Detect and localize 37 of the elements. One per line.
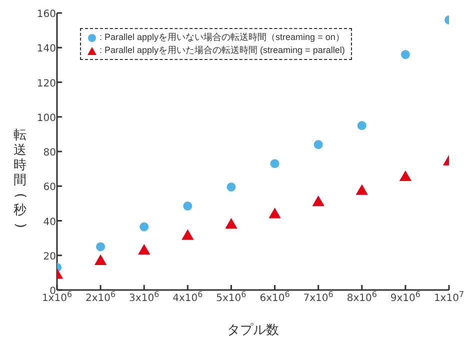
point xyxy=(94,254,107,265)
x-tick-label: 9x10$^{6}$ xyxy=(390,290,420,304)
x-tick-label: 6x10$^{6}$ xyxy=(260,290,290,304)
y-tick-label: 40 xyxy=(43,216,56,228)
x-tick-label: 7x10$^{6}$ xyxy=(303,290,334,304)
point xyxy=(225,218,238,229)
point xyxy=(399,170,412,181)
x-tick-label: 2x10$^{6}$ xyxy=(86,290,116,304)
point xyxy=(312,196,324,206)
y-tick-label: 160 xyxy=(36,9,56,20)
y-tick-label: 100 xyxy=(36,112,56,124)
point xyxy=(270,159,280,168)
y-axis-title: 転送時間(秒) xyxy=(12,128,28,230)
x-tick-label: 8x10$^{6}$ xyxy=(346,290,377,304)
y-tick-label: 120 xyxy=(36,78,56,90)
point xyxy=(268,208,281,218)
x-axis-title: タプル数 xyxy=(227,323,279,338)
point xyxy=(96,242,106,252)
point xyxy=(357,121,366,130)
point xyxy=(183,202,192,211)
point xyxy=(400,50,410,60)
point xyxy=(314,140,323,150)
x-tick-label: 4x10$^{6}$ xyxy=(172,290,203,304)
point xyxy=(226,182,236,192)
point xyxy=(182,229,194,240)
y-tick-label: 60 xyxy=(43,182,56,194)
point xyxy=(140,222,149,232)
point xyxy=(138,244,150,255)
y-tick-label: 20 xyxy=(43,251,56,262)
point xyxy=(356,184,368,195)
legend-label: : Parallel applyを用いない場合の転送時間（streaming = on） xyxy=(98,31,345,44)
y-tick-label: 140 xyxy=(36,44,56,55)
x-tick-label: 1x10$^{7}$ xyxy=(434,290,464,304)
x-tick-label: 5x10$^{6}$ xyxy=(216,290,246,304)
legend-label: : Parallel applyを用いた場合の転送時間 (streaming = parallel) xyxy=(98,44,345,57)
y-tick-label: 80 xyxy=(43,148,56,158)
x-tick-label: 3x10$^{6}$ xyxy=(129,290,160,304)
